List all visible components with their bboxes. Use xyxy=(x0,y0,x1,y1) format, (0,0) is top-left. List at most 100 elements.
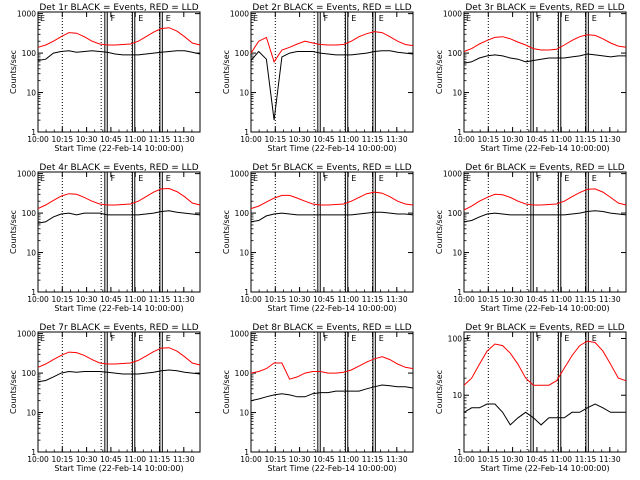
y-tick-label: 10 xyxy=(452,391,462,400)
flag-label: F xyxy=(111,334,116,343)
x-tick-label: 10:30 xyxy=(289,135,311,144)
y-tick-label: 10 xyxy=(26,89,36,98)
y-tick-label: 1000 xyxy=(17,330,36,339)
x-tick-label: 10:15 xyxy=(477,455,499,464)
flag-label: E xyxy=(138,174,143,183)
x-tick-label: 10:30 xyxy=(502,135,524,144)
x-tick-label: 10:45 xyxy=(100,295,122,304)
x-tick-label: 11:30 xyxy=(599,135,621,144)
y-tick-label: 100 xyxy=(448,209,463,218)
x-tick-label: 11:15 xyxy=(149,295,171,304)
x-axis-label: Start Time (22-Feb-14 10:00:00) xyxy=(54,304,183,313)
x-tick-label: 11:30 xyxy=(173,295,195,304)
flag-label: E xyxy=(351,334,356,343)
x-tick-label: 10:15 xyxy=(264,455,286,464)
x-axis-label: Start Time (22-Feb-14 10:00:00) xyxy=(480,304,609,313)
x-tick-label: 10:00 xyxy=(453,135,475,144)
events-series-line xyxy=(463,53,626,64)
y-tick-label: 1000 xyxy=(230,330,249,339)
events-series-line xyxy=(250,211,414,223)
x-tick-label: 10:30 xyxy=(502,295,524,304)
events-series-line xyxy=(463,403,626,426)
y-tick-label: 1 xyxy=(31,448,36,457)
flag-label: E xyxy=(379,334,384,343)
x-tick-label: 11:00 xyxy=(550,455,572,464)
flag-label: E xyxy=(351,174,356,183)
y-tick-label: 1 xyxy=(457,288,462,297)
y-tick-label: 10 xyxy=(26,409,36,418)
x-tick-label: 11:15 xyxy=(149,135,171,144)
x-tick-label: 10:00 xyxy=(27,455,49,464)
flag-label: F xyxy=(324,174,329,183)
lld-series-line xyxy=(463,188,627,211)
panel-title: Det 4r BLACK = Events, RED = LLD xyxy=(39,163,198,173)
y-tick-label: 1000 xyxy=(230,10,249,19)
x-tick-label: 10:00 xyxy=(453,455,475,464)
y-tick-label: 1 xyxy=(31,288,36,297)
x-axis-label: Start Time (22-Feb-14 10:00:00) xyxy=(54,144,183,153)
flag-label: E xyxy=(564,334,569,343)
flag-label: E xyxy=(592,14,597,23)
lld-series-line xyxy=(463,34,627,52)
y-tick-label: 1 xyxy=(244,128,249,137)
x-tick-label: 11:15 xyxy=(362,295,384,304)
x-tick-label: 10:00 xyxy=(27,295,49,304)
events-series-line xyxy=(250,50,414,121)
x-tick-label: 10:45 xyxy=(526,295,548,304)
y-tick-label: 10 xyxy=(452,249,462,258)
y-axis-label: Counts/sec xyxy=(435,210,444,254)
x-tick-label: 11:15 xyxy=(575,455,597,464)
panel-9: Det 9r BLACK = Events, RED = LLD 10:00 10:… xyxy=(435,323,627,473)
x-tick-label: 10:45 xyxy=(526,135,548,144)
lld-series-line xyxy=(37,187,201,210)
events-series-line xyxy=(37,369,201,383)
y-axis-label: Counts/sec xyxy=(9,370,18,414)
y-tick-label: 1000 xyxy=(443,170,462,179)
events-series-line xyxy=(37,210,201,224)
y-tick-label: 10 xyxy=(26,249,36,258)
y-tick-label: 10 xyxy=(239,249,249,258)
panel-title: Det 6r BLACK = Events, RED = LLD xyxy=(465,163,624,173)
panel-title: Det 1r BLACK = Events, RED = LLD xyxy=(39,3,198,13)
x-tick-label: 11:00 xyxy=(337,455,359,464)
y-tick-label: 100 xyxy=(448,334,463,343)
y-axis-label: Counts/sec xyxy=(222,370,231,414)
x-tick-label: 11:30 xyxy=(599,295,621,304)
y-tick-label: 10 xyxy=(452,89,462,98)
x-axis-label: Start Time (22-Feb-14 10:00:00) xyxy=(267,304,396,313)
x-tick-label: 10:45 xyxy=(313,135,335,144)
y-axis-label: Counts/sec xyxy=(222,210,231,254)
y-tick-label: 100 xyxy=(22,209,37,218)
flag-label: E xyxy=(564,174,569,183)
x-tick-label: 10:45 xyxy=(100,455,122,464)
flag-label: E xyxy=(351,14,356,23)
y-axis-label: Counts/sec xyxy=(435,50,444,94)
flag-label: E xyxy=(166,14,171,23)
y-tick-label: 1000 xyxy=(17,10,36,19)
x-tick-label: 10:30 xyxy=(76,455,98,464)
lld-series-line xyxy=(463,340,627,386)
x-tick-label: 11:30 xyxy=(173,135,195,144)
x-tick-label: 11:30 xyxy=(173,455,195,464)
flag-label: E xyxy=(564,14,569,23)
flag-label: E xyxy=(253,174,258,183)
y-tick-label: 1000 xyxy=(443,10,462,19)
flag-label: E xyxy=(138,14,143,23)
y-tick-label: 1 xyxy=(457,448,462,457)
x-tick-label: 10:30 xyxy=(289,295,311,304)
flag-label: F xyxy=(111,14,116,23)
x-tick-label: 11:15 xyxy=(575,135,597,144)
y-axis-label: Counts/sec xyxy=(9,210,18,254)
panel-title: Det 9r BLACK = Events, RED = LLD xyxy=(465,323,624,333)
flag-label: E xyxy=(466,334,471,343)
y-tick-label: 100 xyxy=(235,369,250,378)
x-tick-label: 10:15 xyxy=(51,295,73,304)
flag-label: E xyxy=(166,174,171,183)
x-tick-label: 10:30 xyxy=(289,455,311,464)
x-tick-label: 11:15 xyxy=(362,135,384,144)
